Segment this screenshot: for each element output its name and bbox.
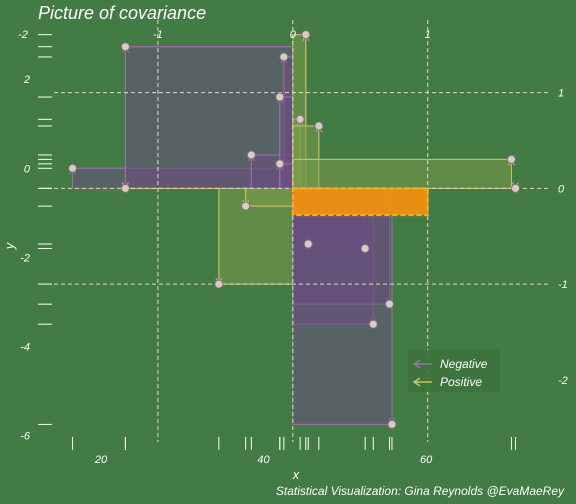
- covariance-rect-4: [245, 187, 294, 207]
- top-tick-label-3: 1: [425, 29, 431, 41]
- y-tick-label-2: -2: [20, 252, 30, 264]
- legend-label-positive: Positive: [440, 375, 482, 389]
- data-point-4: [241, 201, 251, 211]
- top-tick-label-2: 0: [290, 29, 297, 41]
- data-point-18: [510, 183, 520, 193]
- x-tick-label-1: 40: [257, 454, 270, 466]
- y-tick-label-1: -4: [20, 341, 30, 353]
- data-point-11: [303, 239, 313, 249]
- data-point-2: [120, 183, 130, 193]
- data-point-10: [301, 30, 311, 40]
- legend-arrow-positive: [412, 377, 421, 387]
- top-tick-label-1: -1: [153, 29, 163, 41]
- right-tick-label-1: -1: [558, 279, 568, 291]
- chart-caption: Statistical Visualization: Gina Reynolds…: [275, 484, 564, 498]
- mean-box: [291, 187, 429, 217]
- legend-arrow-negative: [412, 359, 421, 369]
- legend-box: [408, 350, 500, 392]
- data-point-12: [314, 121, 324, 131]
- y-axis-title: y: [2, 241, 17, 250]
- axes: 20 40 60 -6 -4 -2 0 2 -2 -1 0 1 -2 -1 0 1 x y: [2, 29, 568, 482]
- right-tick-label-3: 1: [558, 88, 564, 100]
- data-point-0: [68, 163, 78, 173]
- right-tick-label-0: -2: [558, 375, 568, 387]
- data-point-3: [214, 279, 224, 289]
- data-point-5: [246, 150, 256, 160]
- x-axis-title: x: [292, 467, 300, 482]
- data-point-15: [385, 299, 395, 309]
- data-point-13: [360, 243, 370, 253]
- chart-title: Picture of covariance: [38, 3, 207, 23]
- y-tick-label-3: 0: [24, 163, 31, 175]
- y-tick-label-0: -6: [20, 431, 31, 443]
- covariance-rect-17: [292, 158, 512, 189]
- x-tick-label-0: 20: [94, 454, 108, 466]
- covariance-rect-16: [292, 187, 393, 425]
- legend-label-negative: Negative: [440, 357, 488, 371]
- data-point-7: [275, 92, 285, 102]
- covariance-rectangles: [69, 33, 519, 426]
- y-tick-label-4: 2: [23, 74, 30, 86]
- mean-box-layer: [291, 187, 429, 217]
- data-point-9: [295, 114, 305, 124]
- data-point-8: [275, 159, 285, 169]
- rug-marks: [38, 34, 516, 450]
- data-point-6: [279, 52, 289, 62]
- data-point-14: [368, 319, 378, 329]
- right-tick-label-2: 0: [558, 183, 565, 195]
- data-point-1: [120, 42, 130, 52]
- top-tick-label-0: -2: [18, 29, 28, 41]
- data-point-17: [506, 154, 516, 164]
- data-point-16: [387, 419, 397, 429]
- x-tick-label-2: 60: [420, 454, 433, 466]
- data-points: [68, 30, 520, 429]
- legend: Negative Positive: [408, 350, 500, 392]
